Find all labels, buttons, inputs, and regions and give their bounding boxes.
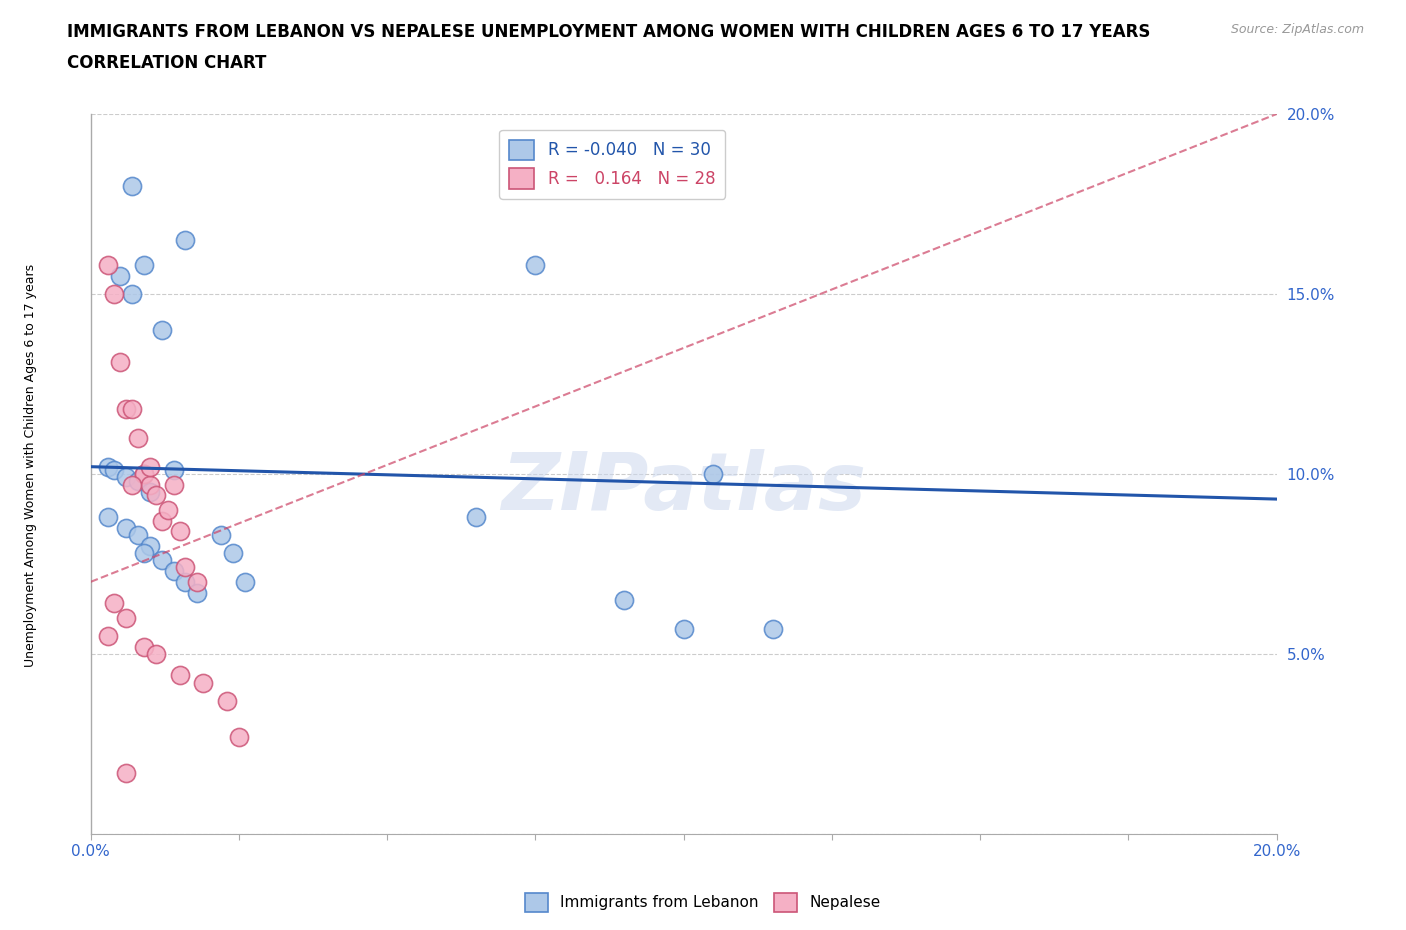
Point [150, 323, 173, 338]
Point [103, 596, 125, 611]
Point [222, 546, 245, 561]
Point [150, 552, 173, 567]
Point [174, 232, 197, 247]
Legend: R = -0.040   N = 30, R =   0.164   N = 28: R = -0.040 N = 30, R = 0.164 N = 28 [499, 129, 725, 198]
Point [127, 473, 149, 488]
Point [613, 592, 636, 607]
Point [169, 524, 191, 538]
Point [121, 477, 143, 492]
Point [139, 485, 162, 499]
Point [174, 560, 197, 575]
Text: CORRELATION CHART: CORRELATION CHART [67, 54, 267, 72]
Point [121, 179, 143, 193]
Point [132, 258, 155, 272]
Point [193, 675, 215, 690]
Point [132, 546, 155, 561]
Point [465, 510, 488, 525]
Text: IMMIGRANTS FROM LEBANON VS NEPALESE UNEMPLOYMENT AMONG WOMEN WITH CHILDREN AGES : IMMIGRANTS FROM LEBANON VS NEPALESE UNEM… [67, 23, 1152, 41]
Point [150, 513, 173, 528]
Point [174, 575, 197, 590]
Point [145, 646, 167, 661]
Point [115, 521, 138, 536]
Point [139, 477, 162, 492]
Point [702, 467, 724, 482]
Point [186, 575, 208, 590]
Point [761, 621, 783, 636]
Point [209, 527, 232, 542]
Point [97, 258, 120, 272]
Point [139, 538, 162, 553]
Point [228, 729, 250, 744]
Point [110, 355, 132, 370]
Point [115, 765, 138, 780]
Point [162, 463, 184, 478]
Legend: Immigrants from Lebanon, Nepalese: Immigrants from Lebanon, Nepalese [519, 887, 887, 918]
Point [97, 510, 120, 525]
Point [121, 402, 143, 417]
Point [115, 610, 138, 625]
Point [127, 431, 149, 445]
Point [215, 693, 238, 708]
Point [145, 488, 167, 503]
Point [162, 564, 184, 578]
Text: ZIPatlas: ZIPatlas [501, 449, 866, 527]
Point [139, 459, 162, 474]
Point [132, 467, 155, 482]
Point [156, 502, 179, 517]
Point [121, 286, 143, 301]
Point [103, 463, 125, 478]
Point [132, 639, 155, 654]
Point [169, 668, 191, 683]
Point [524, 258, 547, 272]
Text: Source: ZipAtlas.com: Source: ZipAtlas.com [1230, 23, 1364, 36]
Text: Unemployment Among Women with Children Ages 6 to 17 years: Unemployment Among Women with Children A… [24, 263, 38, 667]
Point [233, 575, 256, 590]
Point [127, 527, 149, 542]
Point [162, 477, 184, 492]
Point [97, 629, 120, 644]
Point [115, 470, 138, 485]
Point [672, 621, 695, 636]
Point [132, 467, 155, 482]
Point [115, 402, 138, 417]
Point [110, 269, 132, 284]
Point [97, 459, 120, 474]
Point [103, 286, 125, 301]
Point [186, 585, 208, 600]
